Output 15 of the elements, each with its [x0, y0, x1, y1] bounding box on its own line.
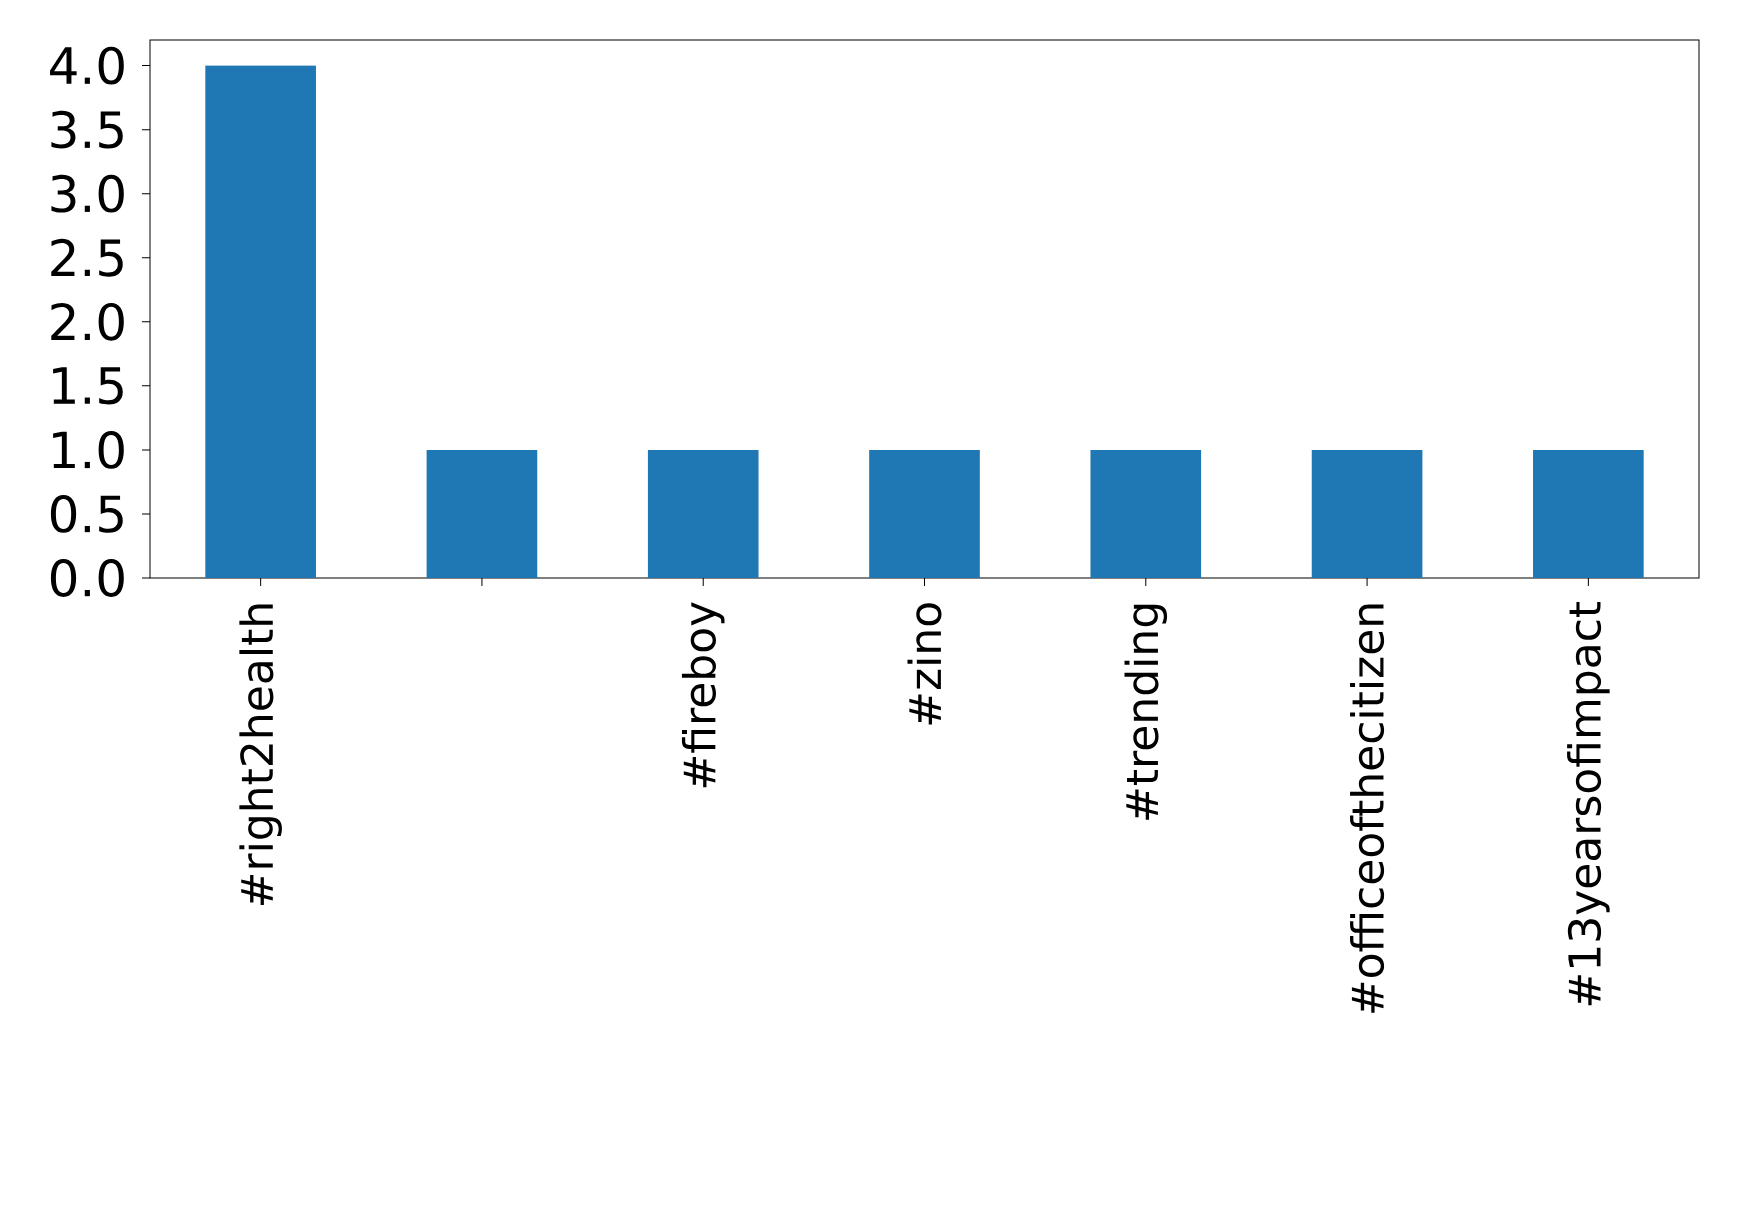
y-tick-label: 4.0: [50, 46, 124, 85]
y-tick-label: 3.0: [51, 174, 124, 213]
y-tick-label: 1.0: [53, 431, 124, 469]
y-tick-label: 0.0: [50, 559, 124, 597]
y-tick-label: 1.5: [53, 367, 123, 405]
x-tick-label: #fireboy: [681, 602, 725, 788]
y-tick-label: 2.0: [51, 302, 124, 341]
x-tick-label: #13yearsofimpact: [1567, 601, 1610, 1006]
x-tick-label: #trending: [1124, 604, 1168, 820]
x-tick-label: #right2health: [239, 604, 282, 906]
x-tick-label: #zino: [907, 603, 942, 725]
y-tick-label: 2.5: [51, 238, 123, 277]
y-tick-label: 3.5: [51, 110, 123, 149]
y-tick-label: 0.5: [50, 495, 123, 533]
x-tick-label: #officeofthecitizen: [1350, 604, 1385, 1013]
